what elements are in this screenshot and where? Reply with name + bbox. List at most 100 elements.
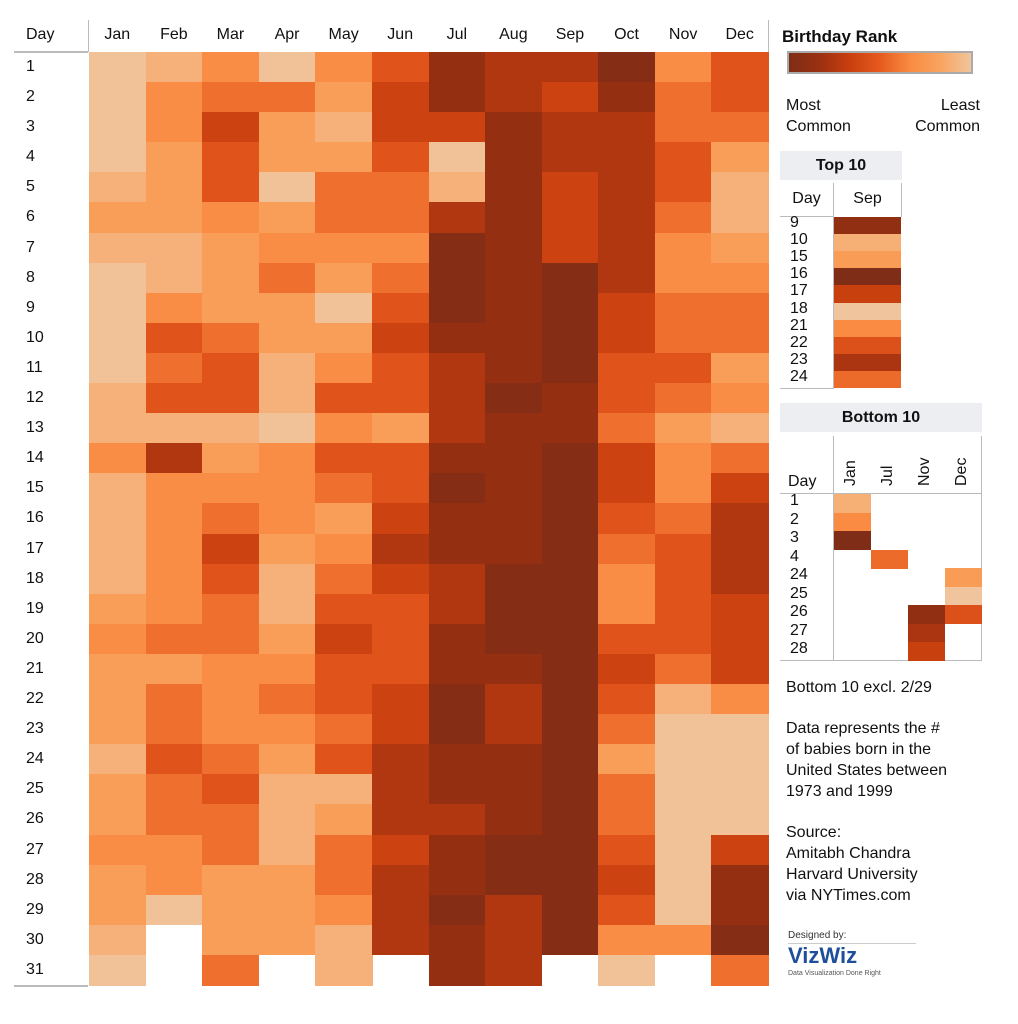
- heatmap-cell: [145, 653, 203, 685]
- heatmap-cell: [598, 774, 656, 805]
- heatmap-cell: [371, 443, 430, 474]
- heatmap-cell: [371, 653, 430, 685]
- heatmap-cell: [598, 954, 656, 986]
- heatmap-cell: [202, 473, 260, 505]
- legend-gradient: [787, 51, 973, 74]
- heatmap-cell: [315, 142, 373, 173]
- heatmap-cell: [654, 924, 712, 956]
- legend-least-common: Least Common: [915, 97, 980, 135]
- column-header: Aug: [499, 26, 528, 43]
- heatmap-cell: [485, 172, 543, 204]
- heatmap-cell: [145, 714, 203, 745]
- row-label: 1: [26, 58, 35, 75]
- heatmap-cell: [258, 593, 316, 625]
- heatmap-cell: [202, 352, 260, 384]
- row-label: 21: [26, 659, 44, 677]
- heatmap-cell: [202, 82, 260, 113]
- heatmap-cell: [711, 232, 769, 264]
- heatmap-cell: [654, 292, 712, 324]
- heatmap-cell: [315, 262, 373, 294]
- heatmap-cell: [428, 112, 486, 143]
- heatmap-cell: [371, 563, 430, 595]
- heatmap-cell: [541, 864, 599, 896]
- heatmap-cell: [654, 593, 712, 625]
- heatmap-cell: [202, 232, 260, 264]
- heatmap-cell: [315, 232, 373, 264]
- heatmap-cell: [258, 52, 316, 83]
- top10-cell: [834, 285, 901, 303]
- heatmap-cell: [485, 112, 543, 143]
- heatmap-cell: [258, 503, 316, 535]
- row-label: 23: [26, 720, 44, 738]
- heatmap-cell: [202, 202, 260, 234]
- heatmap-cell: [428, 563, 486, 595]
- top10-cell: [834, 302, 901, 321]
- heatmap-cell: [145, 443, 203, 474]
- row-label: 31: [26, 960, 44, 978]
- heatmap-cell: [315, 443, 373, 474]
- heatmap-cell: [711, 623, 769, 655]
- heatmap-cell: [145, 503, 203, 535]
- heatmap-cell: [145, 112, 203, 143]
- heatmap-cell: [258, 834, 316, 866]
- heatmap-cell: [145, 623, 203, 655]
- heatmap-cell: [485, 142, 543, 173]
- heatmap-cell: [428, 292, 486, 324]
- heatmap-cell: [89, 924, 147, 956]
- heatmap-cell: [202, 954, 260, 986]
- bottom10-day-label: 24: [790, 566, 808, 583]
- heatmap-cell: [654, 82, 712, 113]
- bottom10-cell: [908, 642, 945, 661]
- heatmap-cell: [541, 774, 599, 805]
- heatmap-cell: [315, 834, 373, 866]
- heatmap-cell: [371, 202, 430, 234]
- heatmap-cell: [598, 684, 656, 715]
- top10-cell: [834, 268, 901, 286]
- heatmap-cell: [202, 292, 260, 324]
- heatmap-cell: [258, 172, 316, 204]
- heatmap-cell: [202, 322, 260, 354]
- heatmap-cell: [371, 352, 430, 384]
- bottom10-cell: [945, 568, 982, 587]
- heatmap-cell: [485, 52, 543, 83]
- heatmap-cell: [89, 262, 147, 294]
- heatmap-cell: [654, 623, 712, 655]
- heatmap-cell: [428, 684, 486, 715]
- heatmap-cell: [371, 292, 430, 324]
- heatmap-cell: [315, 52, 373, 83]
- row-label: 8: [26, 268, 35, 286]
- heatmap-cell: [145, 593, 203, 625]
- heatmap-cell: [258, 864, 316, 896]
- heatmap-cell: [711, 352, 769, 384]
- heatmap-cell: [371, 142, 430, 173]
- heatmap-cell: [315, 804, 373, 836]
- heatmap-cell: [711, 924, 769, 956]
- heatmap-cell: [315, 112, 373, 143]
- bottom10-cell: [834, 512, 871, 532]
- bottom10-cell: [945, 586, 982, 606]
- heatmap-cell: [485, 653, 543, 685]
- heatmap-cell: [541, 292, 599, 324]
- top10-day-label: 18: [790, 299, 808, 317]
- column-header: Jan: [104, 26, 131, 43]
- heatmap-cell: [371, 533, 430, 565]
- heatmap-cell: [315, 653, 373, 685]
- heatmap-cell: [485, 593, 543, 625]
- heatmap-cell: [89, 804, 147, 836]
- heatmap-cell: [711, 262, 769, 294]
- bottom10-cell: [908, 605, 945, 624]
- heatmap-cell: [428, 623, 486, 655]
- heatmap-cell: [711, 112, 769, 143]
- heatmap-cell: [541, 413, 599, 444]
- heatmap-cell: [258, 623, 316, 655]
- heatmap-cell: [711, 533, 769, 565]
- heatmap-cell: [89, 473, 147, 505]
- heatmap-cell: [485, 804, 543, 836]
- vizwiz-logo: Designed by: VizWiz Data Visualization D…: [788, 930, 916, 977]
- heatmap-cell: [654, 864, 712, 896]
- row-header-day: Day: [26, 26, 55, 43]
- heatmap-cell: [89, 383, 147, 414]
- bottom10-month-header: Jan: [842, 460, 859, 486]
- heatmap-cell: [371, 804, 430, 836]
- heatmap-cell: [541, 653, 599, 685]
